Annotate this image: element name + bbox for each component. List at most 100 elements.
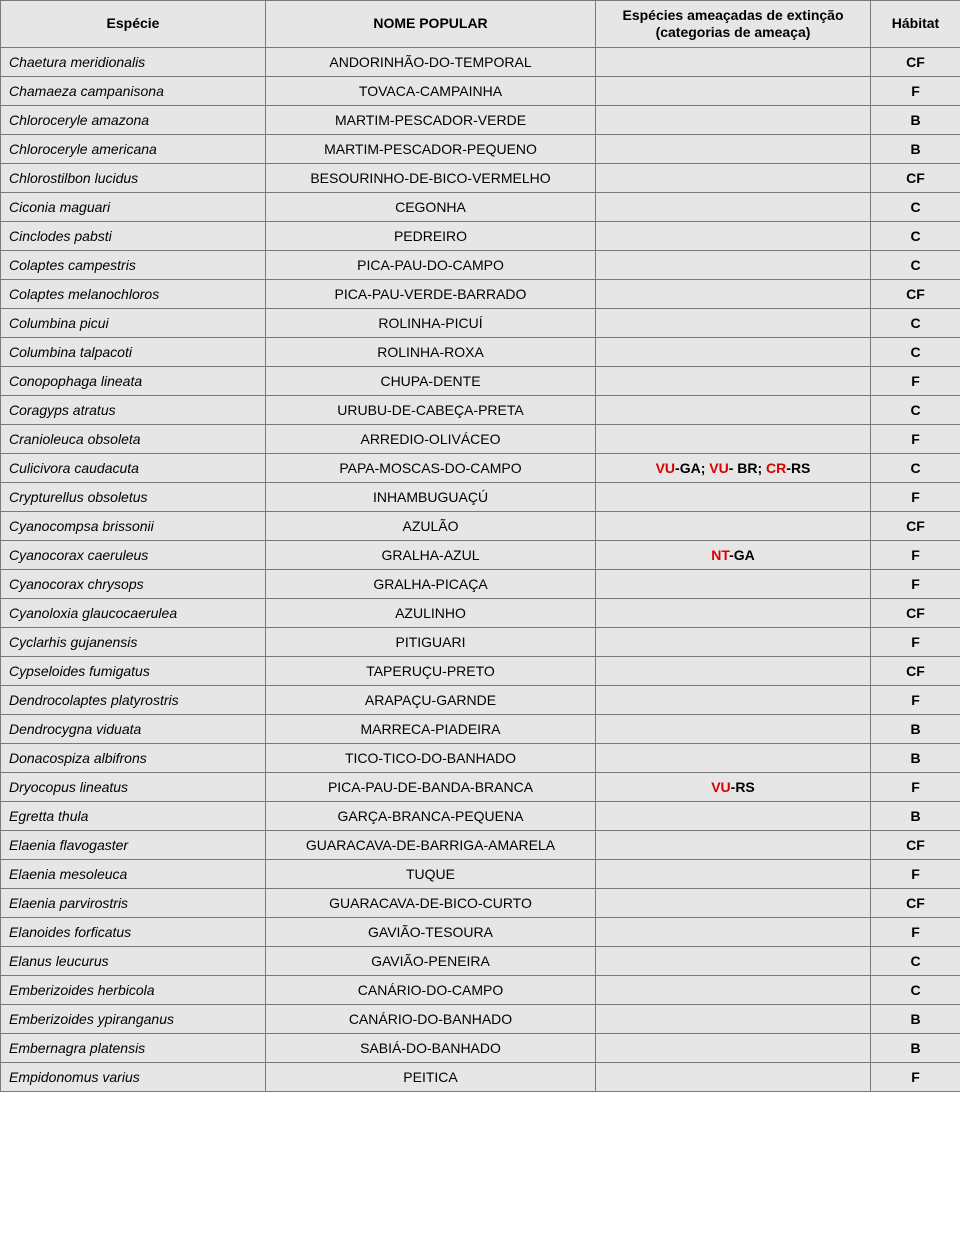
species-cell: Emberizoides ypiranganus [1, 1004, 266, 1033]
threat-segment: VU [709, 460, 728, 476]
table-row: Emberizoides herbicolaCANÁRIO-DO-CAMPOC [1, 975, 960, 1004]
species-cell: Dryocopus lineatus [1, 772, 266, 801]
table-row: Conopophaga lineataCHUPA-DENTE F [1, 366, 960, 395]
popular-name-cell: MARRECA-PIADEIRA [266, 714, 596, 743]
popular-name-cell: SABIÁ-DO-BANHADO [266, 1033, 596, 1062]
habitat-cell: B [871, 714, 960, 743]
popular-name-cell: PICA-PAU-DE-BANDA-BRANCA [266, 772, 596, 801]
habitat-cell: F [871, 569, 960, 598]
popular-name-cell: INHAMBUGUAÇÚ [266, 482, 596, 511]
threat-status-cell [596, 888, 871, 917]
species-cell: Chloroceryle americana [1, 134, 266, 163]
species-cell: Donacospiza albifrons [1, 743, 266, 772]
table-row: Dendrocygna viduataMARRECA-PIADEIRAB [1, 714, 960, 743]
threat-status-cell: VU-GA; VU- BR; CR-RS [596, 453, 871, 482]
species-cell: Chaetura meridionalis [1, 47, 266, 76]
species-cell: Cyanocorax caeruleus [1, 540, 266, 569]
popular-name-cell: BESOURINHO-DE-BICO-VERMELHO [266, 163, 596, 192]
table-row: Columbina picuiROLINHA-PICUÍC [1, 308, 960, 337]
threat-status-cell [596, 424, 871, 453]
habitat-cell: F [871, 424, 960, 453]
threat-segment: VU [656, 460, 675, 476]
species-cell: Columbina picui [1, 308, 266, 337]
popular-name-cell: TOVACA-CAMPAINHA [266, 76, 596, 105]
threat-segment: - BR; [729, 460, 766, 476]
header-habitat: Hábitat [871, 1, 960, 48]
habitat-cell: B [871, 134, 960, 163]
popular-name-cell: ROLINHA-ROXA [266, 337, 596, 366]
threat-segment: CR [766, 460, 786, 476]
habitat-cell: F [871, 1062, 960, 1091]
table-row: Cinclodes pabstiPEDREIROC [1, 221, 960, 250]
species-cell: Colaptes campestris [1, 250, 266, 279]
habitat-cell: CF [871, 656, 960, 685]
species-cell: Elanoides forficatus [1, 917, 266, 946]
habitat-cell: F [871, 859, 960, 888]
table-row: Embernagra platensisSABIÁ-DO-BANHADOB [1, 1033, 960, 1062]
threat-status-cell [596, 337, 871, 366]
habitat-cell: C [871, 975, 960, 1004]
species-cell: Cyanocorax chrysops [1, 569, 266, 598]
habitat-cell: C [871, 453, 960, 482]
habitat-cell: F [871, 772, 960, 801]
threat-status-cell: VU-RS [596, 772, 871, 801]
popular-name-cell: URUBU-DE-CABEÇA-PRETA [266, 395, 596, 424]
threat-segment: -RS [731, 779, 755, 795]
table-row: Elaenia flavogasterGUARACAVA-DE-BARRIGA-… [1, 830, 960, 859]
habitat-cell: B [871, 1004, 960, 1033]
habitat-cell: B [871, 801, 960, 830]
popular-name-cell: GARÇA-BRANCA-PEQUENA [266, 801, 596, 830]
popular-name-cell: ARREDIO-OLIVÁCEO [266, 424, 596, 453]
table-row: Crypturellus obsoletusINHAMBUGUAÇÚF [1, 482, 960, 511]
table-body: Chaetura meridionalisANDORINHÃO-DO-TEMPO… [1, 47, 960, 1091]
threat-status-cell [596, 1062, 871, 1091]
popular-name-cell: ARAPAÇU-GARNDE [266, 685, 596, 714]
habitat-cell: C [871, 946, 960, 975]
popular-name-cell: PEITICA [266, 1062, 596, 1091]
threat-status-cell [596, 743, 871, 772]
habitat-cell: F [871, 540, 960, 569]
table-row: Cypseloides fumigatusTAPERUÇU-PRETOCF [1, 656, 960, 685]
species-cell: Cyanoloxia glaucocaerulea [1, 598, 266, 627]
header-threat: Espécies ameaçadas de extinção (categori… [596, 1, 871, 48]
threat-status-cell [596, 656, 871, 685]
table-row: Colaptes melanochlorosPICA-PAU-VERDE-BAR… [1, 279, 960, 308]
threat-status-cell [596, 482, 871, 511]
species-cell: Empidonomus varius [1, 1062, 266, 1091]
species-cell: Dendrocolaptes platyrostris [1, 685, 266, 714]
popular-name-cell: GUARACAVA-DE-BICO-CURTO [266, 888, 596, 917]
table-row: Chloroceryle amazonaMARTIM-PESCADOR-VERD… [1, 105, 960, 134]
species-cell: Embernagra platensis [1, 1033, 266, 1062]
popular-name-cell: CEGONHA [266, 192, 596, 221]
table-row: Chaetura meridionalisANDORINHÃO-DO-TEMPO… [1, 47, 960, 76]
table-row: Colaptes campestrisPICA-PAU-DO-CAMPOC [1, 250, 960, 279]
table-row: Cranioleuca obsoletaARREDIO-OLIVÁCEOF [1, 424, 960, 453]
species-cell: Conopophaga lineata [1, 366, 266, 395]
threat-status-cell [596, 47, 871, 76]
threat-segment: -GA [729, 547, 755, 563]
threat-status-cell [596, 569, 871, 598]
table-header: Espécie NOME POPULAR Espécies ameaçadas … [1, 1, 960, 48]
popular-name-cell: TICO-TICO-DO-BANHADO [266, 743, 596, 772]
table-row: Cyanocompsa brissoniiAZULÃOCF [1, 511, 960, 540]
species-cell: Elaenia flavogaster [1, 830, 266, 859]
table-row: Coragyps atratusURUBU-DE-CABEÇA-PRETAC [1, 395, 960, 424]
species-cell: Elanus leucurus [1, 946, 266, 975]
species-cell: Cyclarhis gujanensis [1, 627, 266, 656]
habitat-cell: F [871, 366, 960, 395]
popular-name-cell: CHUPA-DENTE [266, 366, 596, 395]
table-row: Egretta thulaGARÇA-BRANCA-PEQUENAB [1, 801, 960, 830]
table-row: Emberizoides ypiranganusCANÁRIO-DO-BANHA… [1, 1004, 960, 1033]
popular-name-cell: GUARACAVA-DE-BARRIGA-AMARELA [266, 830, 596, 859]
habitat-cell: C [871, 250, 960, 279]
threat-status-cell [596, 395, 871, 424]
threat-status-cell [596, 1033, 871, 1062]
header-species: Espécie [1, 1, 266, 48]
threat-status-cell [596, 917, 871, 946]
species-cell: Emberizoides herbicola [1, 975, 266, 1004]
popular-name-cell: PEDREIRO [266, 221, 596, 250]
popular-name-cell: AZULINHO [266, 598, 596, 627]
table-row: Cyanoloxia glaucocaeruleaAZULINHOCF [1, 598, 960, 627]
habitat-cell: F [871, 917, 960, 946]
species-cell: Colaptes melanochloros [1, 279, 266, 308]
